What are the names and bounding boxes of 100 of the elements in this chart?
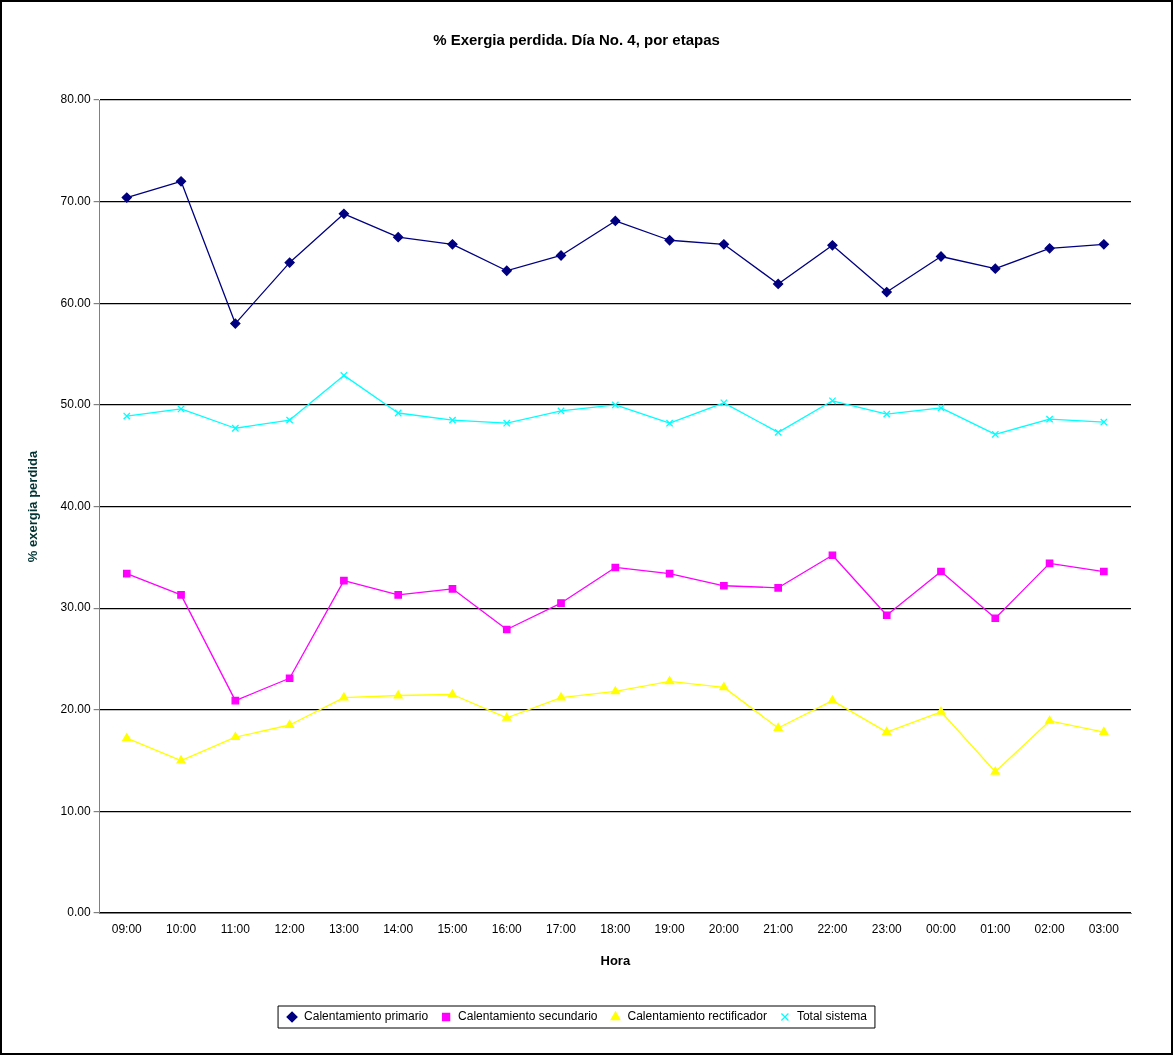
point (393, 232, 404, 243)
point (937, 404, 945, 412)
legend-label: Calentamiento rectificador (627, 1009, 767, 1024)
x-tick-label: 16:00 (491, 921, 523, 936)
point (285, 416, 294, 424)
point (448, 584, 457, 593)
y-tick-label: 80.00 (60, 92, 91, 107)
x-tick-label: 02:00 (1034, 921, 1065, 936)
point (394, 409, 403, 417)
x-tick-label: 00:00 (926, 921, 957, 936)
point (990, 766, 1000, 775)
point (936, 706, 946, 715)
point (1100, 567, 1108, 576)
point (1099, 726, 1109, 736)
x-tick-label: 17:00 (546, 921, 577, 936)
point (1045, 715, 1055, 724)
point (447, 239, 458, 250)
point (230, 732, 240, 741)
x-tick-label: 21:00 (763, 921, 794, 936)
x-tick-label: 23:00 (871, 921, 903, 936)
point (882, 410, 891, 418)
point (122, 569, 131, 578)
y-tick-label: 10.00 (60, 803, 91, 818)
point (1098, 239, 1110, 250)
x-tick-label: 18:00 (600, 921, 631, 936)
x-tick-label: 22:00 (817, 921, 848, 936)
y-tick-label: 40.00 (60, 498, 91, 513)
point (664, 235, 675, 246)
point (502, 625, 511, 634)
y-tick-label: 70.00 (60, 193, 91, 208)
point (774, 583, 782, 592)
x-tick-label: 10:00 (166, 921, 197, 936)
y-tick-label: 50.00 (60, 397, 91, 412)
point (231, 424, 240, 433)
point (556, 692, 566, 701)
point (122, 733, 132, 742)
point (610, 215, 621, 227)
point (340, 576, 348, 585)
point (122, 412, 131, 420)
y-tick-label: 20.00 (60, 702, 91, 717)
point (882, 611, 891, 620)
point (338, 208, 350, 219)
x-axis-title: Hora (600, 952, 631, 968)
point (719, 682, 729, 691)
point (176, 755, 186, 764)
point (339, 692, 349, 701)
point (502, 712, 512, 721)
x-tick-label: 09:00 (111, 921, 143, 936)
point (828, 396, 837, 405)
point (393, 690, 403, 699)
point (665, 419, 674, 427)
point (175, 176, 187, 187)
point (394, 591, 403, 599)
legend-label: Total sistema (796, 1009, 868, 1024)
point (285, 674, 294, 683)
point (991, 430, 1000, 439)
y-tick-label: 60.00 (60, 295, 91, 310)
point (827, 695, 837, 704)
point (720, 581, 728, 590)
x-tick-label: 13:00 (328, 921, 360, 936)
point (447, 689, 458, 698)
point (881, 286, 892, 298)
point (611, 401, 620, 409)
point (611, 563, 620, 572)
x-tick-label: 11:00 (220, 921, 251, 936)
x-tick-label: 12:00 (274, 921, 305, 936)
point (827, 240, 838, 251)
point (502, 419, 511, 427)
point (773, 278, 784, 290)
y-tick-label: 0.00 (67, 905, 91, 920)
point (610, 686, 620, 695)
point (1045, 415, 1054, 423)
point (230, 318, 241, 329)
y-axis-title: % exergia perdida (25, 450, 41, 563)
point (882, 726, 892, 736)
point (285, 719, 295, 728)
x-tick-label: 01:00 (980, 921, 1011, 936)
x-tick-label: 19:00 (654, 921, 685, 936)
x-tick-label: 14:00 (383, 921, 414, 936)
point (937, 567, 945, 576)
point (177, 591, 185, 599)
point (448, 416, 457, 424)
point (718, 239, 730, 250)
point (1100, 418, 1108, 426)
point (1044, 243, 1055, 254)
point (991, 614, 1000, 623)
point (557, 599, 565, 607)
x-tick-label: 03:00 (1088, 921, 1120, 936)
point (665, 676, 675, 685)
point (177, 405, 185, 413)
y-tick-label: 30.00 (60, 600, 91, 615)
point (990, 263, 1001, 274)
point (774, 428, 782, 437)
point (501, 265, 512, 276)
chart-title: % Exergia perdida. Día No. 4, por etapas (433, 31, 720, 49)
point (773, 722, 783, 731)
point (340, 371, 348, 380)
legend-label: Calentamiento secundario (458, 1009, 598, 1024)
x-tick-label: 20:00 (708, 921, 740, 936)
point (284, 257, 295, 268)
